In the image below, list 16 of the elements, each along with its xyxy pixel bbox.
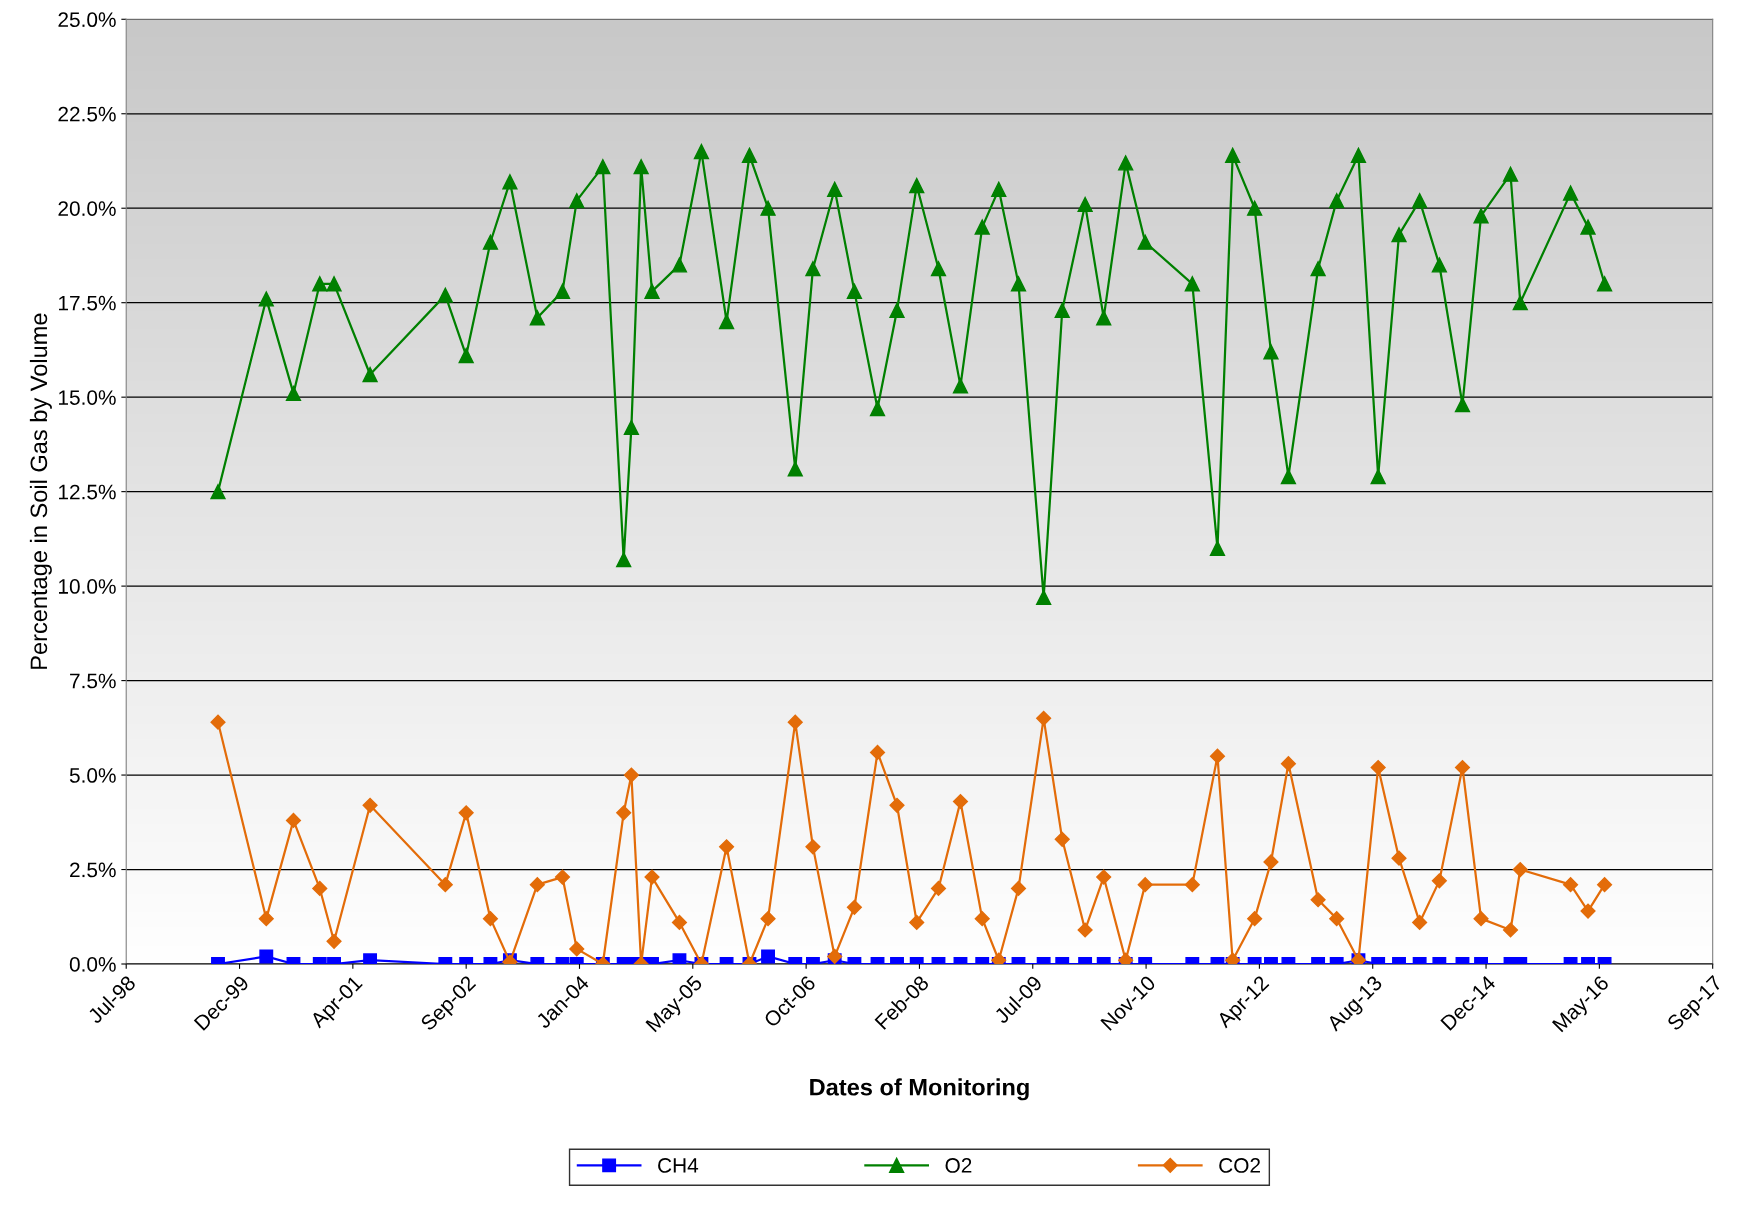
y-tick-label: 22.5% (58, 106, 116, 122)
y-tick-label: 17.5% (59, 295, 116, 311)
legend-label: O2 (945, 1158, 972, 1173)
y-tick-label: 5.0% (69, 768, 116, 783)
y-tick-label: 20.0% (58, 201, 116, 216)
x-axis-title: Dates of Monitoring (810, 1078, 1029, 1101)
y-axis-title: Percentage in Soil Gas by Volume (29, 313, 52, 669)
legend-label: CO2 (1219, 1158, 1260, 1173)
y-tick-label: 15.0% (59, 390, 116, 405)
y-tick-label: 2.5% (70, 862, 116, 878)
y-tick-label: 7.5% (70, 673, 116, 689)
y-tick-label: 12.5% (59, 484, 116, 500)
legend-label: CH4 (658, 1158, 699, 1173)
y-tick-label: 25.0% (58, 12, 116, 28)
y-tick-label: 0.0% (69, 957, 116, 972)
y-tick-label: 10.0% (59, 579, 116, 594)
